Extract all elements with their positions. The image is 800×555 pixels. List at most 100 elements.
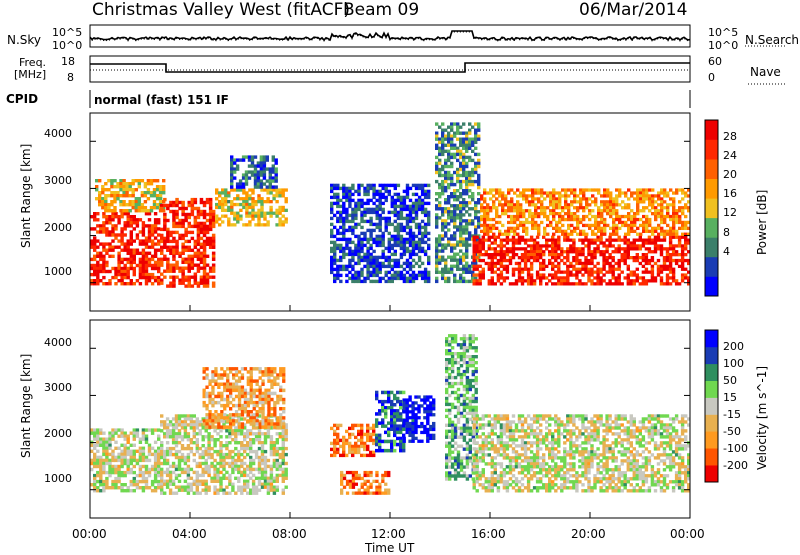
velocity-cell bbox=[117, 486, 120, 489]
power-cell bbox=[181, 207, 185, 210]
power-cell bbox=[486, 191, 489, 194]
power-cell bbox=[578, 262, 581, 265]
power-cell bbox=[351, 211, 354, 214]
power-cell bbox=[113, 197, 116, 200]
power-cell bbox=[509, 262, 512, 265]
velocity-cell bbox=[211, 422, 214, 426]
power-cell bbox=[120, 273, 123, 276]
power-cell bbox=[166, 219, 170, 222]
power-cell bbox=[645, 279, 648, 282]
velocity-cell bbox=[154, 462, 157, 465]
velocity-cell bbox=[111, 483, 114, 486]
power-cell bbox=[163, 216, 167, 219]
power-cell bbox=[275, 200, 278, 203]
power-cell bbox=[339, 187, 342, 190]
power-cell bbox=[605, 282, 608, 285]
velocity-cell bbox=[111, 432, 114, 435]
power-cell bbox=[372, 241, 375, 244]
power-cell bbox=[203, 249, 207, 252]
power-cell bbox=[456, 213, 459, 216]
power-cell bbox=[624, 262, 627, 265]
velocity-cell bbox=[213, 489, 216, 492]
power-cell bbox=[453, 259, 456, 262]
power-cell bbox=[528, 221, 531, 224]
power-cell bbox=[142, 224, 145, 227]
power-cell bbox=[456, 268, 459, 271]
power-cell bbox=[376, 226, 379, 229]
power-cell bbox=[456, 150, 459, 153]
power-cell bbox=[477, 216, 480, 219]
power-cell bbox=[157, 242, 160, 245]
power-cell bbox=[551, 250, 554, 253]
velocity-cell bbox=[203, 367, 206, 371]
power-cell bbox=[400, 205, 403, 208]
power-cell bbox=[394, 265, 397, 268]
power-cell bbox=[504, 212, 507, 215]
velocity-cell bbox=[285, 486, 288, 489]
power-cell bbox=[357, 208, 360, 211]
power-cell bbox=[111, 227, 114, 230]
power-cell bbox=[663, 191, 666, 194]
power-cell bbox=[330, 271, 333, 274]
velocity-cell bbox=[120, 489, 123, 492]
power-cell bbox=[366, 259, 369, 262]
power-cell bbox=[351, 268, 354, 271]
power-cell bbox=[99, 227, 102, 230]
velocity-cell bbox=[228, 462, 231, 465]
power-cell bbox=[360, 226, 363, 229]
velocity-cell bbox=[255, 432, 258, 435]
power-cell bbox=[575, 282, 578, 285]
velocity-cell bbox=[169, 465, 172, 468]
power-cell bbox=[453, 222, 456, 225]
power-cell bbox=[522, 194, 525, 197]
power-cell bbox=[251, 158, 254, 161]
velocity-cell bbox=[270, 465, 273, 468]
power-cell bbox=[447, 150, 450, 153]
velocity-cell bbox=[273, 447, 276, 450]
power-cell bbox=[477, 153, 480, 156]
power-cell bbox=[578, 259, 581, 262]
velocity-cell bbox=[225, 453, 228, 456]
power-cell bbox=[630, 218, 633, 221]
power-cell bbox=[557, 244, 560, 247]
power-cell bbox=[125, 185, 128, 188]
power-cell bbox=[474, 204, 477, 207]
power-cell bbox=[363, 244, 366, 247]
power-cell bbox=[111, 218, 114, 221]
power-cell bbox=[612, 206, 615, 209]
power-cell bbox=[330, 268, 333, 271]
velocity-cell bbox=[210, 438, 213, 441]
velocity-cell bbox=[220, 416, 223, 420]
power-cell bbox=[400, 271, 403, 274]
power-cell bbox=[468, 237, 471, 240]
power-cell bbox=[500, 253, 503, 256]
velocity-cell bbox=[261, 474, 264, 477]
power-cell bbox=[453, 243, 456, 246]
velocity-cell bbox=[213, 477, 216, 480]
power-cell bbox=[603, 209, 606, 212]
power-cell bbox=[498, 200, 501, 203]
power-cell bbox=[558, 197, 561, 200]
velocity-cell bbox=[117, 453, 120, 456]
power-cell bbox=[275, 212, 278, 215]
power-cell bbox=[462, 253, 465, 256]
power-cell bbox=[558, 212, 561, 215]
power-cell bbox=[438, 186, 441, 189]
velocity-cell bbox=[196, 483, 199, 486]
power-cell bbox=[336, 259, 339, 262]
power-cell bbox=[450, 204, 453, 207]
power-cell bbox=[184, 249, 188, 252]
velocity-cell bbox=[139, 441, 142, 444]
velocity-cell bbox=[184, 489, 187, 492]
power-cell bbox=[415, 211, 418, 214]
velocity-cell bbox=[243, 462, 246, 465]
power-cell bbox=[582, 194, 585, 197]
power-cell bbox=[551, 239, 554, 242]
power-cell bbox=[681, 244, 684, 247]
power-cell bbox=[536, 236, 539, 239]
power-cell bbox=[506, 271, 509, 274]
power-cell bbox=[385, 199, 388, 202]
power-cell bbox=[169, 201, 173, 204]
velocity-cell bbox=[127, 447, 130, 450]
power-cell bbox=[518, 268, 521, 271]
